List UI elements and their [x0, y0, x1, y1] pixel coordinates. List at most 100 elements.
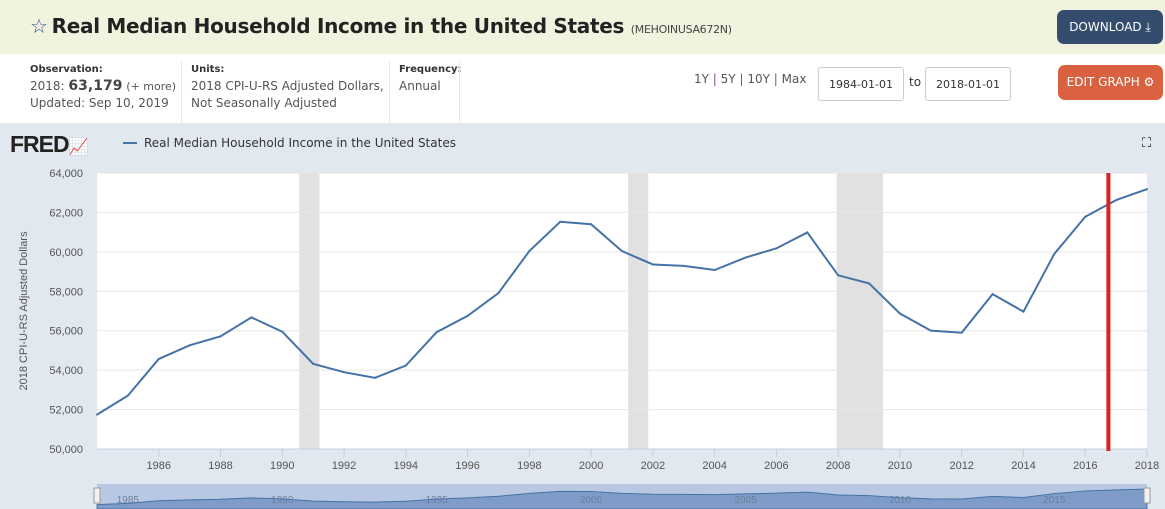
data-point: [219, 335, 222, 338]
data-point: [528, 250, 531, 253]
y-tick-label: 52,000: [49, 405, 83, 417]
data-point: [837, 274, 840, 277]
download-label: DOWNLOAD: [1069, 20, 1142, 34]
x-tick-label: 2018: [1135, 460, 1159, 472]
frequency-block: Frequency: Annual: [399, 64, 462, 95]
legend: Real Median Household Income in the Unit…: [123, 136, 456, 150]
page-title: ☆ Real Median Household Income in the Uni…: [30, 14, 732, 38]
x-tick-label: 2000: [579, 460, 603, 472]
data-point: [898, 312, 901, 315]
x-tick-label: 2014: [1011, 460, 1035, 472]
title-text: Real Median Household Income in the Unit…: [51, 14, 625, 38]
units-label: Units:: [191, 64, 225, 75]
units-line1: 2018 CPI-U-RS Adjusted Dollars,: [191, 79, 384, 93]
x-tick-label: 1990: [270, 460, 294, 472]
range-10y[interactable]: 10Y: [747, 72, 770, 86]
data-point: [1084, 215, 1087, 218]
y-tick-label: 60,000: [49, 247, 83, 259]
separator: |: [773, 72, 778, 86]
data-point: [868, 282, 871, 285]
data-point: [682, 264, 685, 267]
updated-date: Updated: Sep 10, 2019: [30, 96, 169, 110]
divider: [181, 62, 182, 123]
start-date-input[interactable]: 1984-01-01: [818, 67, 904, 101]
x-tick-label: 2002: [641, 460, 665, 472]
more-link[interactable]: (+ more): [126, 80, 177, 93]
data-point: [343, 371, 346, 374]
x-tick-label: 1986: [147, 460, 171, 472]
navigator-label: 2005: [734, 495, 757, 506]
download-button[interactable]: DOWNLOAD ⤓: [1057, 10, 1163, 44]
y-tick-label: 56,000: [49, 326, 83, 338]
star-icon[interactable]: ☆: [30, 14, 48, 38]
data-point: [590, 223, 593, 226]
divider: [459, 62, 460, 123]
data-point: [991, 293, 994, 296]
divider: [389, 62, 390, 123]
legend-label: Real Median Household Income in the Unit…: [144, 136, 456, 150]
y-axis-label: 2018 CPI-U-RS Adjusted Dollars: [18, 231, 30, 390]
frequency-value: Annual: [399, 79, 441, 93]
download-icon: ⤓: [1145, 20, 1151, 34]
data-point: [1022, 310, 1025, 313]
edit-label: EDIT GRAPH: [1066, 75, 1140, 89]
recession-band: [836, 173, 883, 449]
x-tick-label: 2016: [1073, 460, 1097, 472]
recession-band: [628, 173, 649, 449]
observation-value: 63,179: [68, 78, 123, 94]
range-selector: 1Y | 5Y | 10Y | Max: [694, 72, 806, 86]
data-point: [250, 316, 253, 319]
x-tick-label: 1998: [517, 460, 541, 472]
x-tick-label: 1996: [455, 460, 479, 472]
range-1y[interactable]: 1Y: [694, 72, 709, 86]
navigator-label: 2010: [889, 495, 912, 506]
info-panel: Observation: 2018: 63,179 (+ more) Updat…: [0, 54, 1165, 123]
data-point: [1146, 188, 1148, 191]
observation-date: 2018:: [30, 79, 65, 93]
data-point: [312, 362, 315, 365]
data-point: [806, 231, 809, 234]
y-tick-label: 62,000: [49, 207, 83, 219]
fullscreen-icon[interactable]: ⛶: [1142, 136, 1152, 151]
observation-label: Observation:: [30, 64, 103, 75]
observation-block: Observation: 2018: 63,179 (+ more) Updat…: [30, 64, 176, 112]
navigator-handle[interactable]: [93, 487, 101, 504]
units-block: Units: 2018 CPI-U-RS Adjusted Dollars, N…: [191, 64, 384, 112]
gear-icon: ⚙: [1143, 75, 1155, 89]
navigator-label: 1990: [271, 495, 294, 506]
frequency-label: Frequency:: [399, 64, 462, 75]
navigator-series: [96, 488, 1148, 509]
separator: |: [739, 72, 744, 86]
x-tick-label: 2010: [888, 460, 912, 472]
range-max[interactable]: Max: [781, 72, 807, 86]
x-tick-label: 2004: [702, 460, 726, 472]
data-point: [466, 314, 469, 317]
data-point: [713, 268, 716, 271]
y-tick-label: 64,000: [49, 168, 83, 180]
range-5y[interactable]: 5Y: [720, 72, 736, 86]
navigator-label: 2000: [580, 495, 603, 506]
data-point: [188, 344, 191, 347]
y-tick-label: 58,000: [49, 286, 83, 298]
chart-logo-icon: 📈: [68, 139, 89, 156]
navigator-label: 1995: [426, 495, 449, 506]
navigator-label: 2015: [1043, 495, 1066, 506]
data-point: [373, 376, 376, 379]
x-tick-label: 1994: [394, 460, 418, 472]
data-point: [775, 247, 778, 250]
navigator-label: 1985: [117, 495, 140, 506]
separator: |: [712, 72, 717, 86]
data-point: [1115, 199, 1118, 202]
data-point: [157, 357, 160, 360]
edit-graph-button[interactable]: EDIT GRAPH ⚙: [1058, 65, 1163, 100]
x-tick-label: 2006: [764, 460, 788, 472]
data-point: [404, 364, 407, 367]
legend-swatch: [123, 142, 137, 144]
x-tick-label: 1992: [332, 460, 356, 472]
data-point: [929, 329, 932, 332]
navigator-handle[interactable]: [1143, 487, 1151, 504]
end-date-input[interactable]: 2018-01-01: [925, 67, 1011, 101]
to-label: to: [909, 75, 922, 89]
data-point: [281, 330, 284, 333]
